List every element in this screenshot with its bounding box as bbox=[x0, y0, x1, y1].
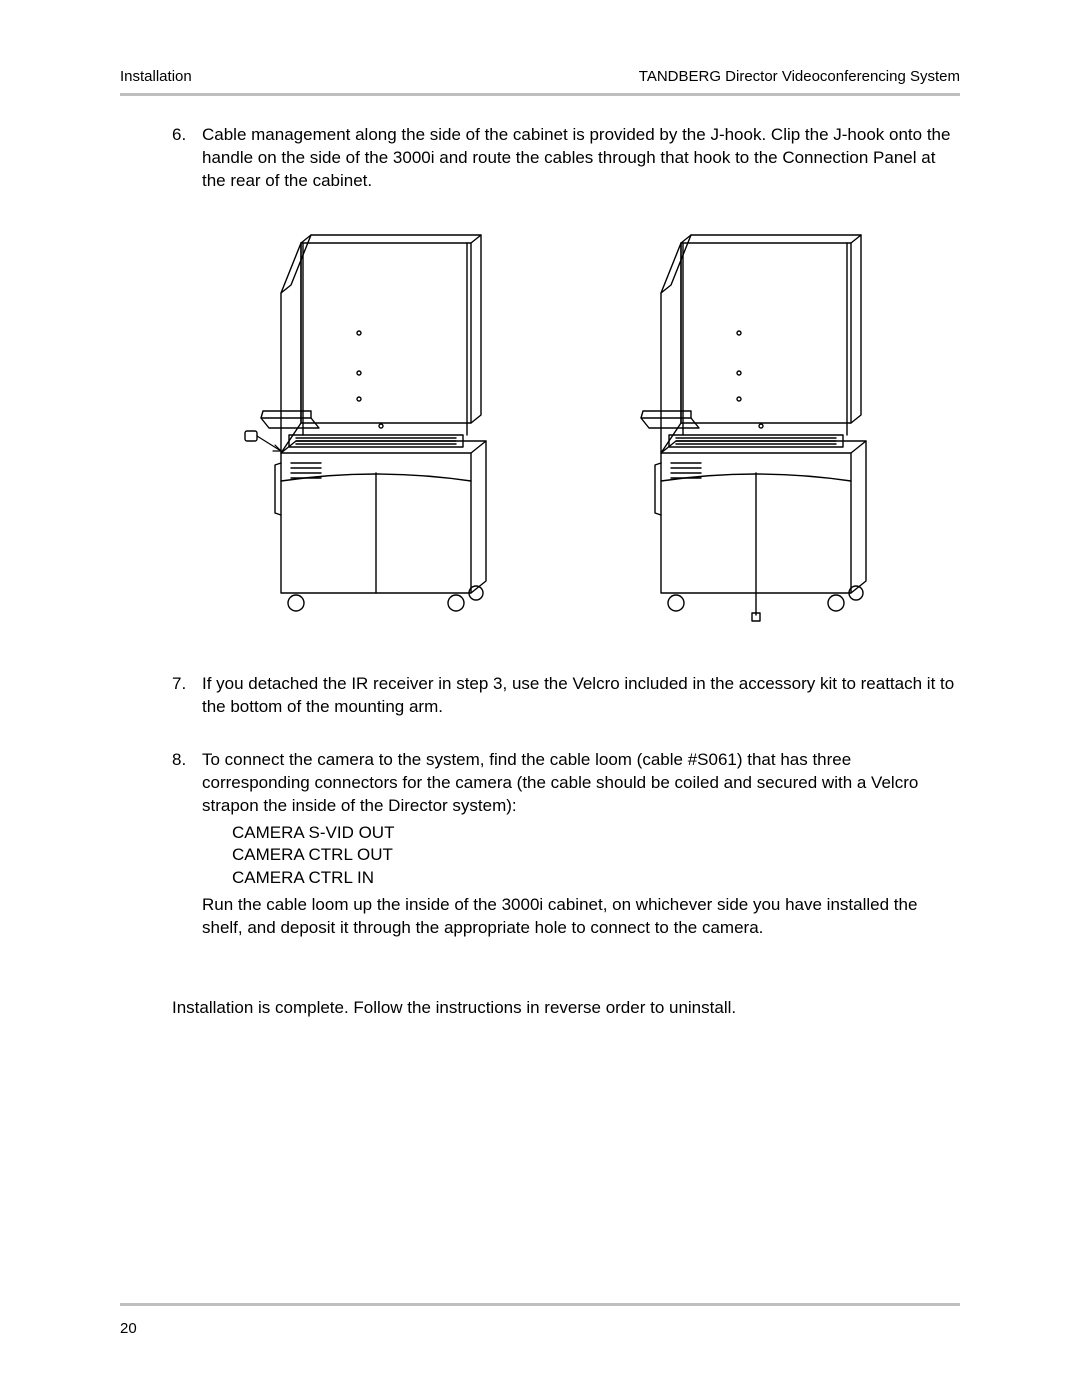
list-number: 6. bbox=[172, 124, 202, 193]
header-right: TANDBERG Director Videoconferencing Syst… bbox=[639, 68, 960, 85]
list-number: 8. bbox=[172, 749, 202, 941]
list-text: If you detached the IR receiver in step … bbox=[202, 673, 960, 719]
list-item-6: 6. Cable management along the side of th… bbox=[172, 124, 960, 193]
list-item-8: 8. To connect the camera to the system, … bbox=[172, 749, 960, 941]
cabinet-figure-left bbox=[241, 223, 511, 623]
closing-paragraph: Installation is complete. Follow the ins… bbox=[172, 998, 960, 1018]
page-number: 20 bbox=[120, 1320, 137, 1337]
document-page: Installation TANDBERG Director Videoconf… bbox=[0, 0, 1080, 1397]
connector-line: CAMERA CTRL OUT bbox=[232, 844, 960, 867]
header-left: Installation bbox=[120, 68, 192, 85]
connector-list: CAMERA S-VID OUT CAMERA CTRL OUT CAMERA … bbox=[232, 822, 960, 891]
list-number: 7. bbox=[172, 673, 202, 719]
page-header: Installation TANDBERG Director Videoconf… bbox=[120, 68, 960, 96]
list-item-7: 7. If you detached the IR receiver in st… bbox=[172, 673, 960, 719]
connector-line: CAMERA CTRL IN bbox=[232, 867, 960, 890]
instruction-list: 6. Cable management along the side of th… bbox=[172, 124, 960, 940]
page-footer: 20 bbox=[120, 1303, 960, 1337]
item8-intro: To connect the camera to the system, fin… bbox=[202, 749, 960, 818]
figure-row bbox=[172, 223, 960, 623]
list-text: To connect the camera to the system, fin… bbox=[202, 749, 960, 941]
connector-line: CAMERA S-VID OUT bbox=[232, 822, 960, 845]
item8-after: Run the cable loom up the inside of the … bbox=[202, 894, 960, 940]
list-text: Cable management along the side of the c… bbox=[202, 124, 960, 193]
cabinet-figure-right bbox=[621, 223, 891, 623]
